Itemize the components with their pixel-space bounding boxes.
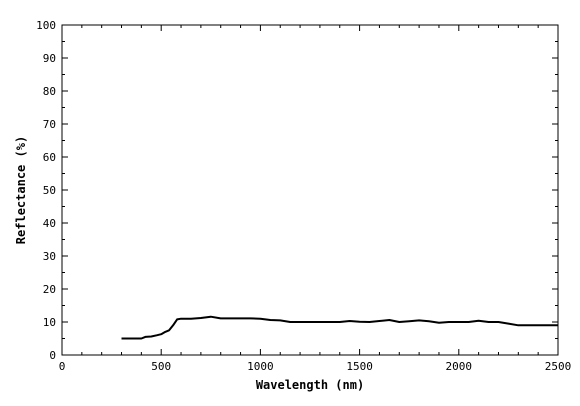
- axis-tick-labels: 0 500 1000 1500 2000 2500 0 10 20 30 40 50 60 70 80 90 1…: [36, 19, 571, 373]
- y-tick-label: 0: [49, 349, 56, 362]
- x-axis-label: Wavelength (nm): [256, 378, 364, 392]
- series-group: [121, 315, 558, 340]
- y-tick-label: 10: [43, 316, 56, 329]
- y-axis-label: Reflectance (%): [14, 136, 28, 244]
- y-tick-label: 90: [43, 52, 56, 65]
- x-tick-label: 0: [59, 360, 66, 373]
- y-tick-label: 70: [43, 118, 56, 131]
- y-tick-label: 60: [43, 151, 56, 164]
- y-tick-label: 80: [43, 85, 56, 98]
- y-tick-label: 50: [43, 184, 56, 197]
- axis-ticks: [61, 24, 559, 356]
- y-tick-label: 40: [43, 217, 56, 230]
- x-tick-label: 1000: [247, 360, 274, 373]
- plot-frame: [61, 24, 559, 356]
- series-line-0: [121, 315, 558, 340]
- x-tick-label: 1500: [346, 360, 373, 373]
- y-tick-label: 30: [43, 250, 56, 263]
- x-tick-label: 500: [151, 360, 171, 373]
- x-tick-label: 2000: [446, 360, 473, 373]
- y-tick-label: 20: [43, 283, 56, 296]
- y-tick-label: 100: [36, 19, 56, 32]
- x-tick-label: 2500: [545, 360, 572, 373]
